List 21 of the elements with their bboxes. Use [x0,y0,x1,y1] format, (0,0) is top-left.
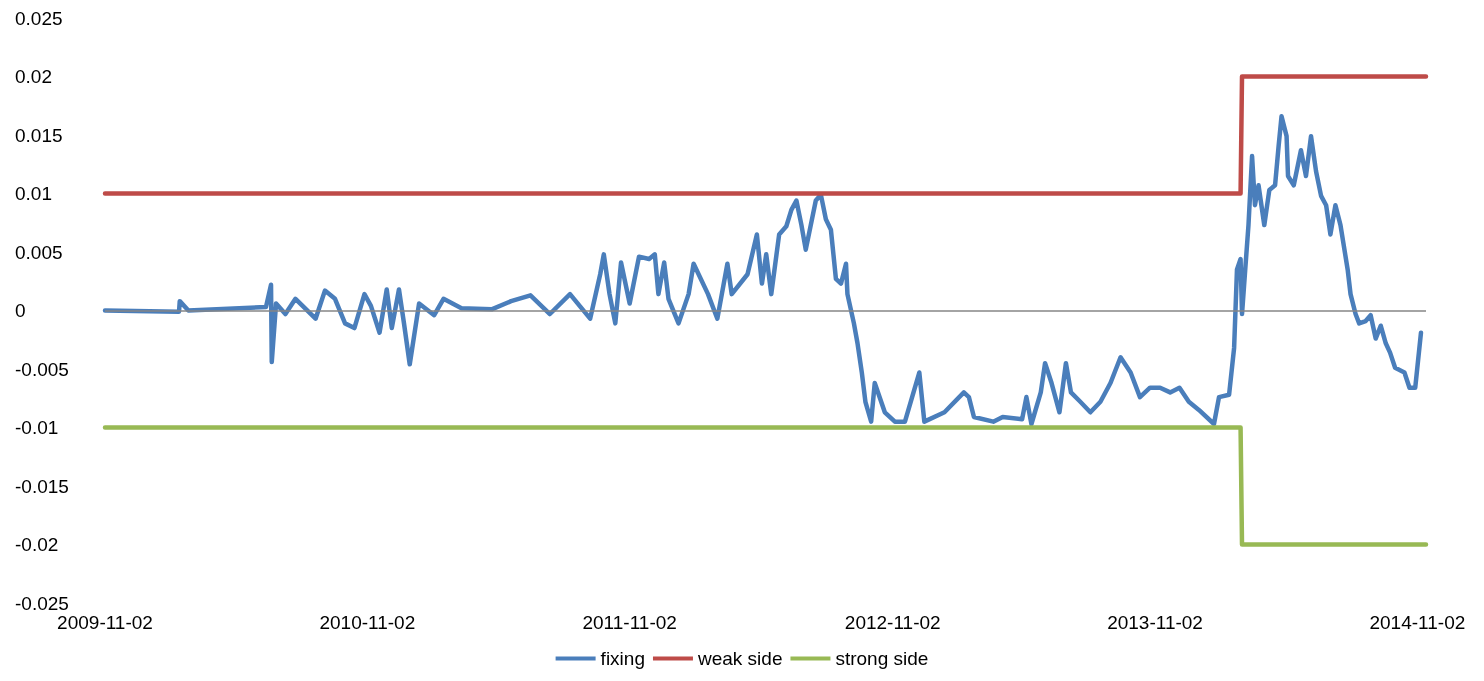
legend-label: fixing [600,648,645,669]
y-tick-label: 0.015 [15,124,63,146]
y-tick-label: -0.025 [15,592,69,614]
x-tick-label: 2010-11-02 [319,612,416,633]
legend-label: strong side [835,648,929,669]
y-tick-label: -0.02 [15,534,59,555]
y-tick-label: -0.015 [15,475,69,497]
y-tick-label: -0.005 [15,358,69,380]
x-tick-label: 2011-11-02 [582,612,677,633]
y-tick-label: -0.01 [15,417,59,438]
x-tick-label: 2012-11-02 [844,612,941,633]
y-tick-label: 0.005 [15,241,63,263]
x-tick-label: 2014-11-02 [1369,612,1466,633]
y-tick-label: 0.025 [15,7,63,29]
x-tick-label: 2009-11-02 [57,612,153,633]
legend-label: weak side [696,648,783,669]
y-tick-label: 0.02 [15,66,52,87]
x-tick-label: 2013-11-02 [1107,612,1203,633]
line-series [102,114,1424,427]
y-tick-label: 0.01 [15,183,52,204]
y-tick-label: 0 [15,300,26,321]
